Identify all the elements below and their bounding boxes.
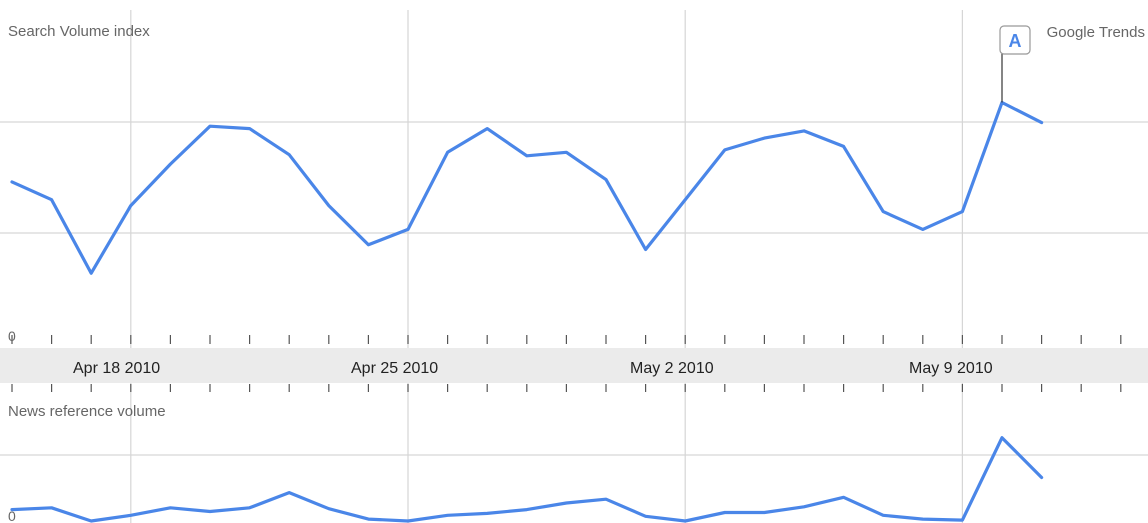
search-volume-series — [12, 102, 1042, 273]
x-tick-label: May 9 2010 — [909, 360, 993, 377]
news-volume-line — [12, 438, 1042, 521]
x-tick-label: Apr 25 2010 — [351, 360, 438, 377]
search-volume-line — [12, 103, 1042, 274]
top-chart-title: Search Volume index — [8, 23, 150, 40]
annotation-label: A — [1009, 31, 1022, 51]
x-tick-label: May 2 2010 — [630, 360, 714, 377]
top-source-label: Google Trends — [1047, 24, 1145, 41]
news-volume-series — [12, 438, 1042, 521]
annotations: A — [1000, 26, 1030, 102]
bottom-chart-title: News reference volume — [8, 403, 166, 420]
x-tick-label: Apr 18 2010 — [73, 360, 160, 377]
top-y-tick-label-0: 0 — [8, 328, 16, 344]
